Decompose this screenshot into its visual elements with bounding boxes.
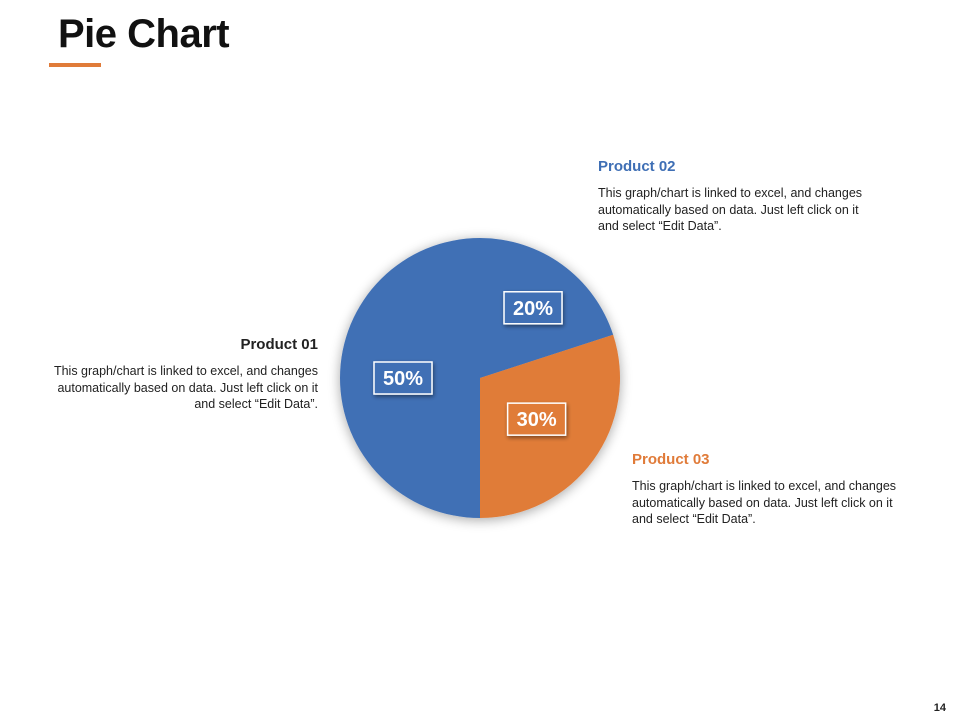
pie-label-text: 30% bbox=[517, 409, 557, 431]
legend-description: This graph/chart is linked to excel, and… bbox=[598, 186, 863, 233]
pie-label-product-01: 50% bbox=[373, 361, 433, 395]
pie-label-box bbox=[503, 291, 563, 325]
pie-label-product-03: 30% bbox=[506, 402, 567, 436]
pie-label-text: 20% bbox=[513, 298, 553, 320]
page-title: Pie Chart bbox=[58, 12, 230, 56]
page-number: 14 bbox=[933, 702, 946, 714]
pie-label-box bbox=[506, 402, 567, 436]
legend-title: Product 02 bbox=[598, 158, 676, 175]
title-underline bbox=[49, 63, 101, 67]
pie-label-product-02: 20% bbox=[503, 291, 563, 325]
pie-label-box bbox=[373, 361, 433, 395]
pie-label-text: 50% bbox=[383, 368, 423, 390]
legend-product-01: Product 01 This graph/chart is linked to… bbox=[50, 336, 318, 413]
legend-product-03: Product 03 This graph/chart is linked to… bbox=[632, 451, 912, 528]
legend-description: This graph/chart is linked to excel, and… bbox=[53, 364, 318, 411]
legend-title: Product 01 bbox=[240, 336, 318, 353]
legend-product-02: Product 02 This graph/chart is linked to… bbox=[598, 158, 866, 235]
legend-title: Product 03 bbox=[632, 451, 710, 468]
legend-description: This graph/chart is linked to excel, and… bbox=[632, 479, 897, 526]
